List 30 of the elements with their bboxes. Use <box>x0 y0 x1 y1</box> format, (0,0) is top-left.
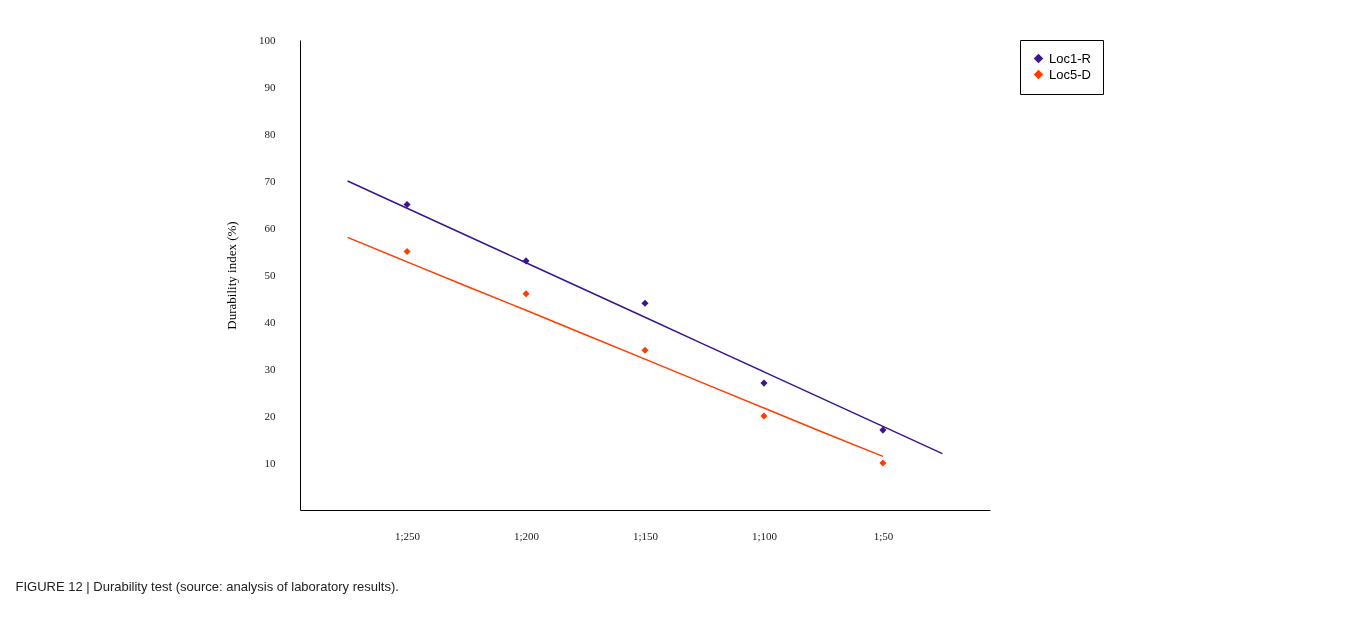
legend-label: Loc1-R <box>1049 50 1091 66</box>
y-tick-label: 80 <box>264 127 276 140</box>
y-axis-title: Durability index (%) <box>224 221 239 330</box>
caption: FIGURE 12 | Durability test (source: analysis of laboratory results). <box>15 579 399 594</box>
y-tick-label: 40 <box>264 315 276 328</box>
x-tick-label: 1;250 <box>395 529 421 542</box>
legend-label: Loc5-D <box>1049 66 1091 82</box>
y-tick-label: 70 <box>264 174 276 187</box>
point <box>522 290 530 298</box>
point <box>879 426 887 434</box>
x-tick-label: 1;150 <box>632 529 659 542</box>
x-tick-label: 1;100 <box>751 529 778 542</box>
x-tick-label: 1;50 <box>873 529 894 542</box>
y-tick-label: 10 <box>264 456 276 469</box>
point <box>403 247 411 256</box>
point <box>403 200 411 209</box>
point <box>760 412 768 420</box>
point <box>641 346 649 354</box>
point <box>760 379 768 387</box>
y-tick-label: 30 <box>264 362 276 375</box>
line-series <box>346 236 884 458</box>
point <box>641 299 649 307</box>
y-tick-label: 20 <box>264 409 276 422</box>
x-tick-label: 1;200 <box>514 529 540 542</box>
y-tick-label: 50 <box>264 268 276 281</box>
y-tick-label: 90 <box>264 80 276 93</box>
y-tick-label: 100 <box>259 33 276 46</box>
point <box>879 459 887 467</box>
line-series <box>346 180 944 455</box>
y-tick-label: 60 <box>264 221 276 234</box>
